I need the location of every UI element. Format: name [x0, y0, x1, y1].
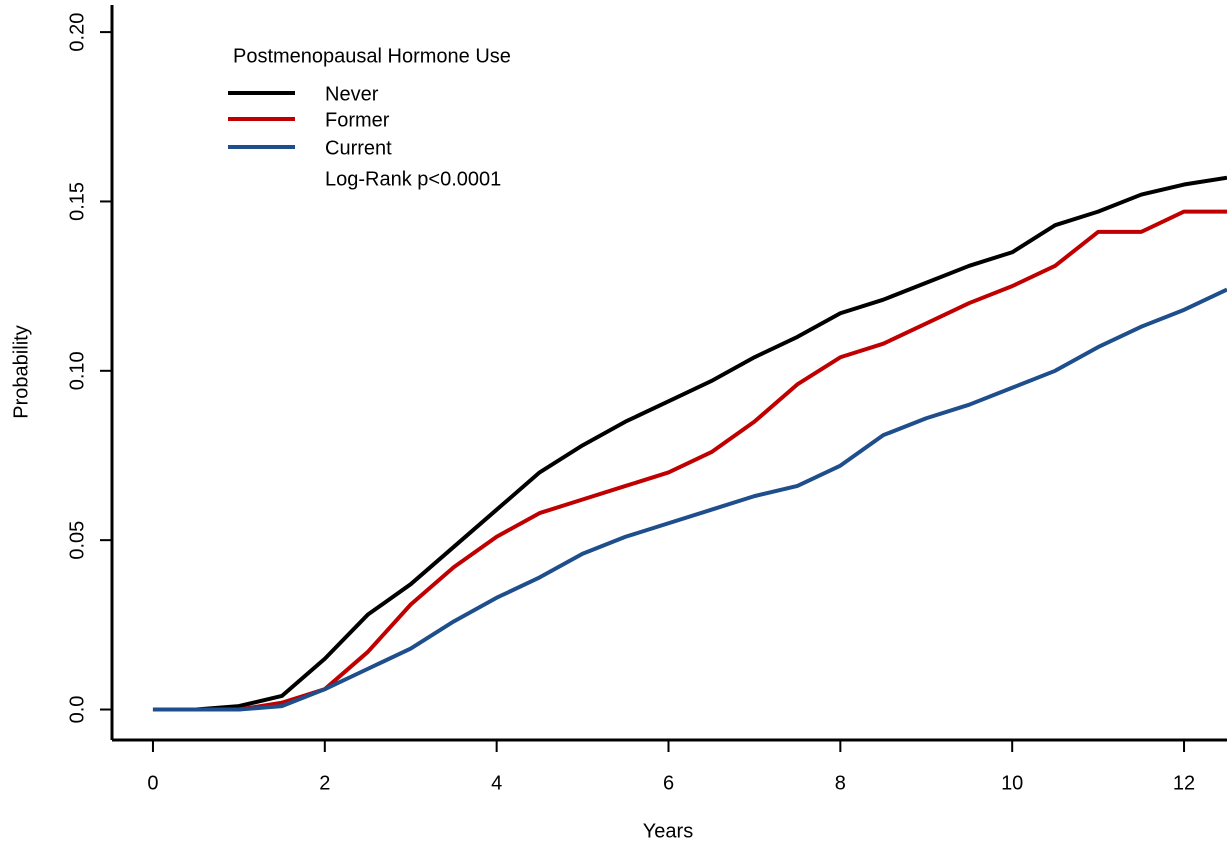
x-tick-label: 0	[147, 772, 158, 794]
legend-label: Current	[325, 137, 392, 159]
y-tick-label: 0.20	[66, 13, 88, 52]
series-line	[152, 175, 1227, 712]
legend-label: Never	[325, 83, 379, 105]
y-tick-label: 0.05	[66, 521, 88, 560]
y-tick-label: 0.10	[66, 351, 88, 390]
annotation: Log-Rank p<0.0001	[325, 168, 501, 190]
y-tick-label: 0.15	[66, 182, 88, 221]
x-tick-label: 8	[835, 772, 846, 794]
x-tick-label: 2	[319, 772, 330, 794]
x-axis-label: Years	[643, 820, 693, 842]
y-axis-label: Probability	[10, 325, 32, 418]
legend-title: Postmenopausal Hormone Use	[233, 45, 511, 67]
x-tick-label: 6	[663, 772, 674, 794]
x-tick-label: 4	[491, 772, 502, 794]
y-tick-label: 0.0	[66, 696, 88, 724]
series-line	[152, 209, 1227, 712]
x-tick-label: 10	[1001, 772, 1023, 794]
x-tick-label: 12	[1173, 772, 1195, 794]
series-line	[152, 287, 1227, 712]
legend-label: Former	[325, 109, 390, 131]
